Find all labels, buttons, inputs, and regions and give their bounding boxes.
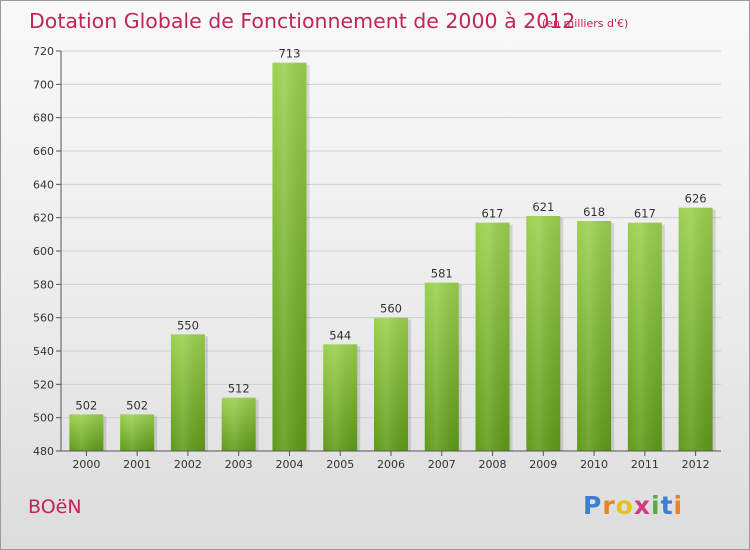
x-tick-label: 2005	[326, 458, 354, 471]
bar-sheen	[374, 317, 408, 451]
data-label: 512	[228, 382, 250, 396]
x-tick-label: 2008	[479, 458, 507, 471]
x-tick-label: 2011	[631, 458, 659, 471]
y-tick-label: 700	[33, 78, 54, 91]
x-tick-label: 2004	[275, 458, 303, 471]
bar-sheen	[69, 414, 104, 451]
data-label: 544	[329, 328, 351, 342]
data-label: 626	[685, 192, 707, 206]
data-label: 617	[634, 207, 656, 221]
bar-sheen	[221, 397, 256, 451]
y-tick-label: 520	[33, 378, 54, 391]
data-label: 560	[380, 302, 402, 316]
y-tick-label: 560	[33, 312, 54, 325]
y-tick-label: 720	[33, 45, 54, 58]
commune-name: BOëN	[28, 496, 82, 518]
x-tick-label: 2003	[225, 458, 253, 471]
y-tick-label: 500	[33, 412, 54, 425]
x-tick-label: 2012	[682, 458, 710, 471]
data-label: 617	[482, 207, 504, 221]
axes-layer: 480 500 520 540 560 580 600 620 640 660 680 700 720 2…	[33, 45, 721, 471]
bar-sheen	[272, 62, 307, 452]
y-tick-label: 540	[33, 345, 54, 358]
y-tick-label: 660	[33, 145, 54, 158]
data-label: 581	[431, 267, 453, 281]
bar-sheen	[170, 334, 205, 451]
bar-sheen	[475, 222, 510, 451]
y-tick-label: 620	[33, 212, 54, 225]
x-tick-label: 2007	[428, 458, 456, 471]
y-tick-label: 640	[33, 178, 54, 191]
bar-sheen	[323, 344, 358, 451]
bar-sheen	[120, 414, 155, 451]
x-tick-label: 2010	[580, 458, 608, 471]
data-label: 502	[75, 398, 97, 412]
bar-sheen	[526, 216, 561, 451]
bar-sheen	[627, 222, 662, 451]
y-tick-label: 600	[33, 245, 54, 258]
x-tick-label: 2006	[377, 458, 405, 471]
data-label: 550	[177, 318, 199, 332]
data-label: 618	[583, 205, 605, 219]
bars-layer: 502 502 550 512 713 544 560 581 617 621 618 617 626	[69, 47, 716, 452]
unit-note: (en milliers d'€)	[542, 17, 629, 30]
bar-sheen	[424, 282, 459, 451]
proxiti-logo: Proxiti	[583, 491, 684, 520]
data-label: 713	[278, 47, 300, 61]
data-label: 502	[126, 398, 148, 412]
y-tick-label: 480	[33, 445, 54, 458]
x-tick-label: 2009	[529, 458, 557, 471]
data-label: 621	[532, 200, 554, 214]
x-tick-label: 2002	[174, 458, 202, 471]
y-tick-label: 680	[33, 112, 54, 125]
x-tick-label: 2000	[72, 458, 100, 471]
bar-sheen	[678, 207, 713, 451]
x-tick-label: 2001	[123, 458, 151, 471]
chart-title: Dotation Globale de Fonctionnement de 20…	[29, 9, 576, 33]
y-tick-label: 580	[33, 278, 54, 291]
bar-sheen	[577, 221, 612, 451]
